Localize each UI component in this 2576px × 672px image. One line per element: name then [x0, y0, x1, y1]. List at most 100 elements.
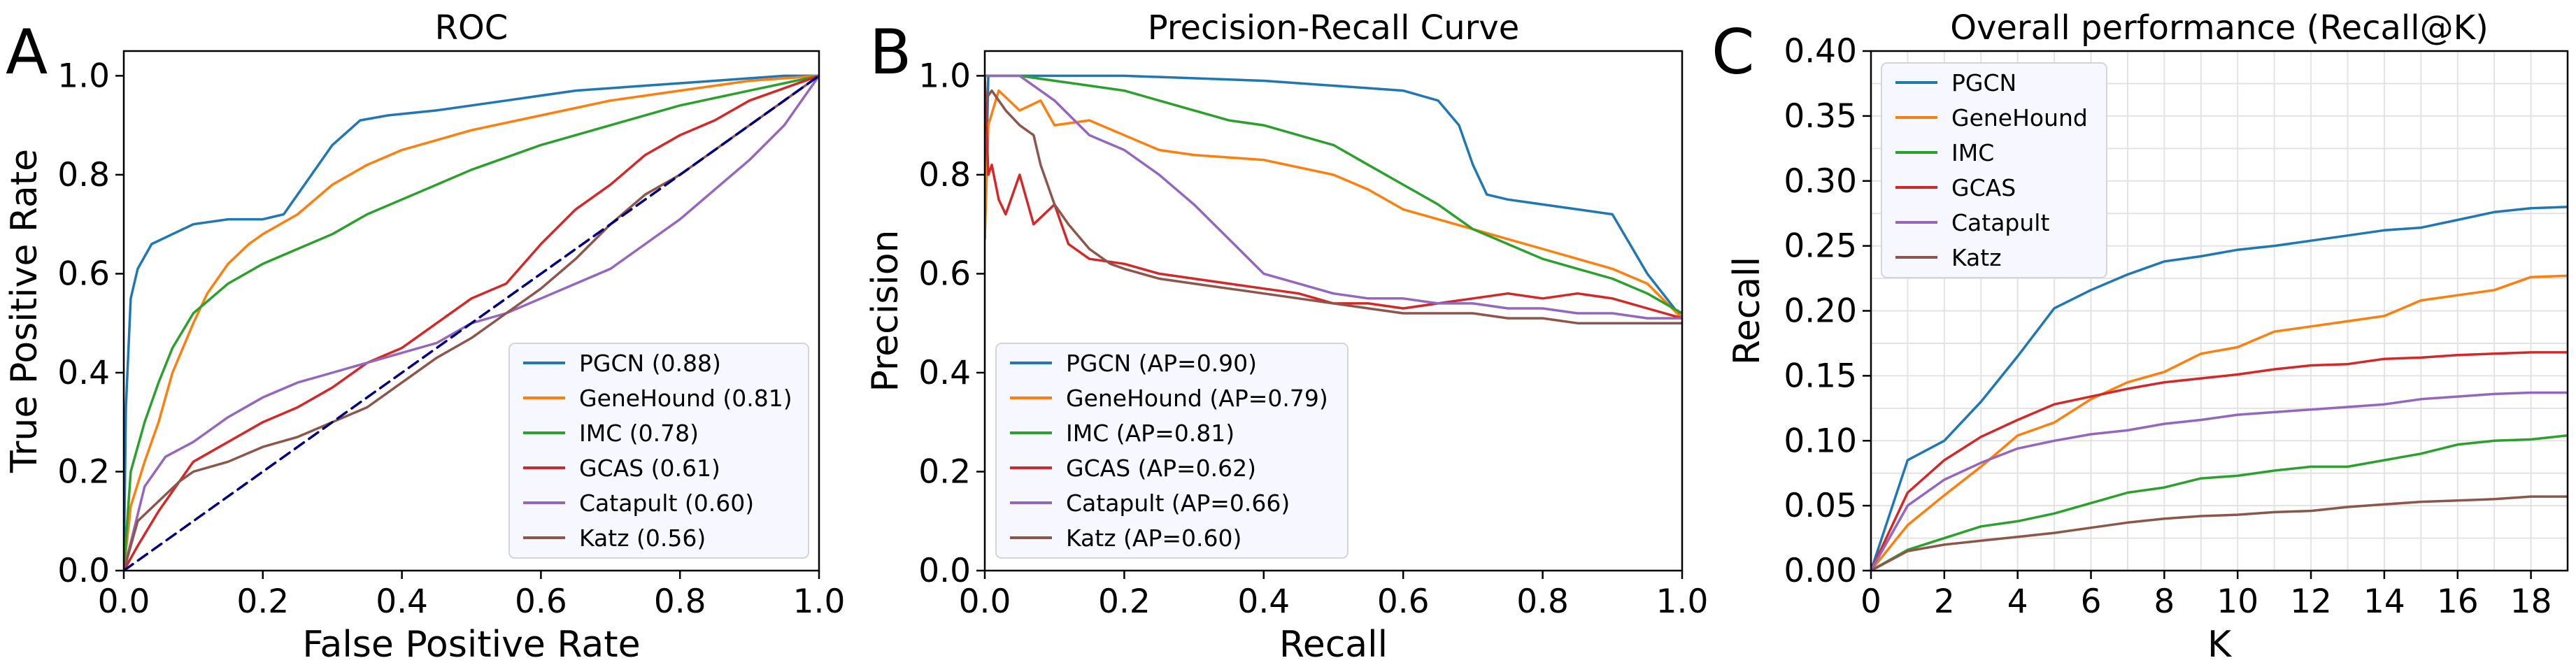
legend: PGCN (AP=0.90) GeneHound (AP=0.79) IMC (AP…	[995, 343, 1349, 559]
y-tick-label: 0.05	[1784, 487, 1857, 525]
panel-letter: C	[1712, 16, 1754, 88]
x-tick-label: 0.6	[515, 582, 567, 621]
x-tick-label: 0.4	[376, 582, 428, 621]
y-tick-label: 0.4	[918, 354, 971, 392]
x-tick-label: 1.0	[793, 582, 846, 621]
chart-title: Precision-Recall Curve	[1148, 8, 1520, 48]
y-axis-label: True Positive Rate	[3, 149, 45, 473]
x-tick-label: 1.0	[1656, 582, 1709, 621]
legend-label: Catapult (0.60)	[579, 489, 754, 517]
x-tick-label: 0.8	[654, 582, 706, 621]
legend-label: Katz (AP=0.60)	[1066, 524, 1241, 552]
x-tick-label: 0.2	[1098, 582, 1151, 621]
series-line-catapult	[985, 74, 1682, 320]
series-line-imc	[1871, 434, 2568, 571]
series-line-pgcn	[124, 74, 819, 571]
x-tick-label: 0.8	[1516, 582, 1569, 621]
series-group	[1871, 206, 2568, 571]
legend-label: IMC (0.78)	[579, 420, 699, 447]
panel-letter: B	[869, 16, 911, 88]
y-tick-label: 0.30	[1784, 162, 1857, 201]
x-tick-label: 0.0	[959, 582, 1011, 621]
series-line-genehound	[1871, 274, 2568, 571]
x-tick-label: 18	[2510, 582, 2552, 621]
y-tick-label: 0.0	[57, 552, 110, 590]
legend-box	[1881, 62, 2107, 278]
legend-box	[995, 343, 1349, 559]
legend-label: Katz	[1951, 244, 2002, 271]
x-tick-label: 16	[2437, 582, 2479, 621]
legend-label: Catapult (AP=0.66)	[1066, 489, 1290, 517]
x-tick-label: 6	[2081, 582, 2102, 621]
y-tick-label: 0.4	[57, 354, 110, 392]
legend: PGCN (0.88) GeneHound (0.81) IMC (0.78) GCA…	[508, 343, 809, 559]
legend-label: GCAS	[1951, 174, 2016, 201]
panel-a: A 0.0 0.2 0.4 0.6 0.8 1.0 0.0 0.2 0.4 0.6 0.8 1.0 ROC…	[3, 8, 845, 666]
y-tick-label: 0.00	[1784, 552, 1857, 590]
series-line-genehound	[985, 89, 1682, 320]
y-tick-label: 0.20	[1784, 292, 1857, 331]
x-tick-label: 0	[1860, 582, 1881, 621]
chance-diagonal-line	[124, 74, 819, 571]
y-tick-label: 0.2	[918, 452, 971, 491]
series-group	[985, 74, 1682, 324]
series-line-gcas	[1871, 351, 2568, 571]
legend-label: PGCN (AP=0.90)	[1066, 350, 1257, 377]
series-line-catapult	[124, 74, 819, 571]
y-tick-label: 1.0	[918, 57, 971, 95]
y-tick-label: 0.6	[57, 255, 110, 293]
series-line-genehound	[124, 74, 819, 571]
series-line-katz	[1871, 495, 2568, 571]
series-line-imc	[124, 74, 819, 571]
x-tick-label: 0.4	[1237, 582, 1290, 621]
y-tick-label: 0.15	[1784, 357, 1857, 395]
series-line-imc	[985, 74, 1682, 315]
y-axis-label: Recall	[1726, 257, 1768, 365]
plot-frame	[983, 50, 1684, 572]
y-tick-label: 0.10	[1784, 422, 1857, 460]
chart-title: Overall performance (Recall@K)	[1950, 8, 2489, 48]
x-tick-label: 8	[2154, 582, 2175, 621]
x-tick-label: 0.0	[98, 582, 150, 621]
panel-c: C 0 2 4 6 8 10 12 14 16 18 0.00 0.05 0.10 0.15 0.20 0.25…	[1712, 8, 2569, 666]
plot-frame	[122, 50, 820, 572]
x-tick-label: 0.2	[236, 582, 289, 621]
y-tick-label: 0.40	[1784, 32, 1857, 71]
x-axis-label: Recall	[1279, 624, 1388, 666]
x-tick-label: 0.6	[1377, 582, 1430, 621]
x-axis-label: False Positive Rate	[302, 624, 640, 666]
y-tick-label: 0.35	[1784, 97, 1857, 136]
y-tick-label: 0.8	[918, 156, 971, 194]
legend-label: GCAS (0.61)	[579, 455, 720, 482]
legend-label: Katz (0.56)	[579, 524, 706, 552]
y-tick-label: 0.6	[918, 255, 971, 293]
x-tick-label: 10	[2216, 582, 2258, 621]
legend-label: IMC	[1951, 139, 1994, 166]
y-tick-label: 0.2	[57, 452, 110, 491]
series-line-catapult	[1871, 391, 2568, 571]
legend-label: GeneHound	[1951, 104, 2088, 131]
series-group	[124, 74, 819, 571]
y-axis-label: Precision	[864, 229, 906, 392]
series-line-pgcn	[985, 74, 1682, 320]
legend-label: GCAS (AP=0.62)	[1066, 455, 1256, 482]
legend-label: IMC (AP=0.81)	[1066, 420, 1234, 447]
y-tick-label: 0.0	[918, 552, 971, 590]
legend: PGCN GeneHound IMC GCAS Catapult Katz	[1881, 62, 2107, 278]
series-line-katz	[985, 89, 1682, 324]
legend-label: GeneHound (AP=0.79)	[1066, 385, 1328, 412]
series-line-pgcn	[1871, 206, 2568, 571]
y-tick-label: 0.25	[1784, 227, 1857, 266]
panel-b: B 0.0 0.2 0.4 0.6 0.8 1.0 0.0 0.2 0.4 0.6 0.8 1.0 Pre…	[864, 8, 1708, 666]
legend-label: GeneHound (0.81)	[579, 385, 792, 412]
x-tick-label: 4	[2007, 582, 2028, 621]
legend-box	[508, 343, 809, 559]
x-tick-label: 14	[2363, 582, 2405, 621]
series-line-gcas	[985, 74, 1682, 320]
y-tick-label: 1.0	[57, 57, 110, 95]
x-tick-label: 2	[1934, 582, 1955, 621]
legend-label: PGCN (0.88)	[579, 350, 721, 377]
series-line-katz	[124, 74, 819, 571]
series-line-gcas	[124, 74, 819, 571]
